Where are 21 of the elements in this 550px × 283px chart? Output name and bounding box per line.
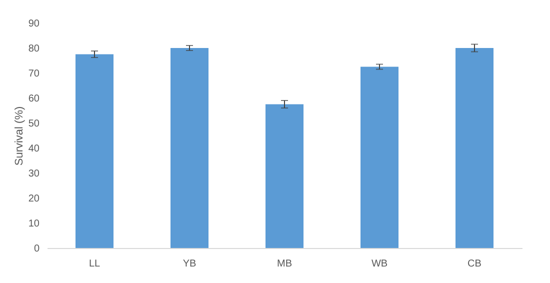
x-tick-label: MB (277, 258, 292, 270)
x-tick-label: YB (182, 258, 196, 270)
y-tick-label: 80 (28, 44, 40, 54)
bar (76, 54, 114, 248)
bar (266, 104, 304, 248)
y-tick-label: 10 (28, 218, 40, 230)
y-tick-label: 60 (28, 94, 40, 104)
y-tick-label: 20 (28, 194, 40, 204)
bar (456, 48, 494, 248)
y-tick-label: 0 (34, 244, 40, 254)
y-tick-label: 70 (28, 68, 40, 80)
x-tick-label: LL (88, 258, 100, 270)
y-tick-label: 90 (28, 18, 40, 30)
y-tick-label: 50 (28, 118, 40, 130)
bar (360, 66, 398, 248)
y-axis-title: Survival (%) (13, 106, 26, 166)
bar (170, 48, 208, 248)
y-tick-label: 40 (28, 144, 40, 154)
x-tick-label: CB (468, 258, 482, 270)
y-tick-label: 30 (28, 168, 40, 180)
x-tick-label: WB (371, 258, 388, 270)
